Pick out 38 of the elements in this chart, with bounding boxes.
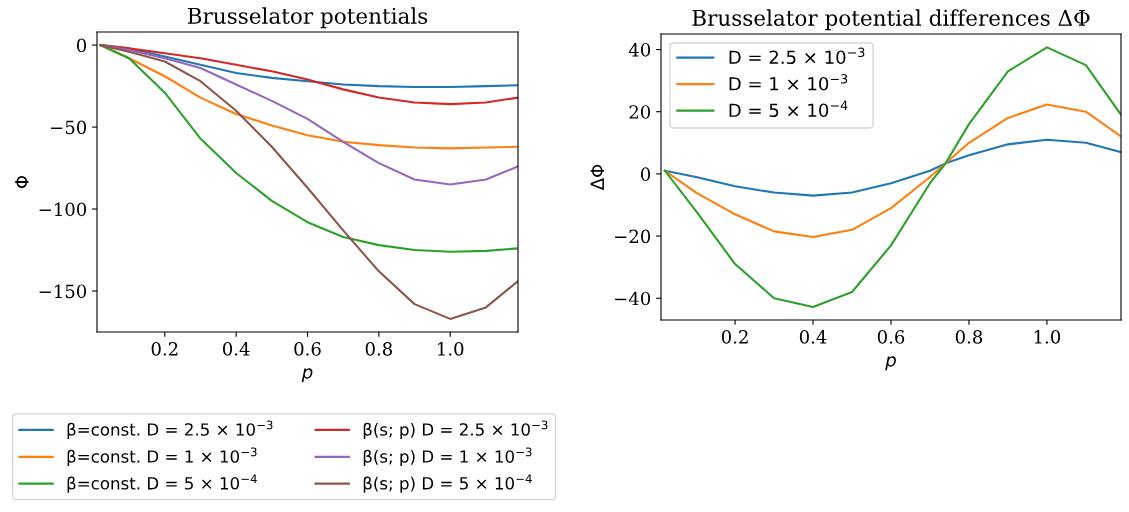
y-axis-title: Φ	[15, 175, 29, 189]
x-axis-title: p	[301, 368, 313, 383]
y-tick-label: −100	[39, 202, 87, 217]
x-tick-label: 0.4	[799, 330, 827, 344]
legend-label: β=const. D = 2.5 × 10$^{−3}$	[67, 420, 273, 440]
x-axis-title: p	[885, 356, 896, 371]
y-tick-label: −150	[39, 284, 87, 299]
line-series	[99, 44, 518, 253]
y-tick-label: −50	[51, 120, 87, 135]
legend-label: β=const. D = 1 × 10$^{−3}$	[67, 447, 257, 467]
y-tick-label: 0	[640, 167, 651, 182]
x-tick-label: 0.4	[222, 342, 250, 356]
line-series	[99, 44, 518, 320]
x-tick-label: 0.6	[877, 330, 905, 344]
legend-label: β(s; p) D = 5 × 10$^{−4}$	[363, 474, 532, 493]
x-tick-label: 0.2	[721, 330, 748, 344]
chart-title: Brusselator potentials	[187, 7, 428, 29]
x-tick-label: 0.6	[294, 342, 321, 356]
legend-label: D = 2.5 × 10$^{−3}$	[729, 47, 865, 65]
y-tick-label: 0	[76, 38, 87, 53]
y-axis-title: ΔΦ	[590, 164, 604, 191]
line-series	[663, 138, 1121, 197]
chart-title: Brusselator potential differences ΔΦ	[692, 9, 1090, 31]
y-tick-label: 20	[629, 105, 651, 119]
legend-label: D = 1 × 10$^{−3}$	[729, 74, 848, 91]
legend-label: β(s; p) D = 1 × 10$^{−3}$	[363, 447, 532, 467]
x-tick-label: 1.0	[438, 342, 464, 356]
x-tick-label: 0.8	[955, 330, 983, 344]
y-tick-label: 40	[628, 43, 651, 57]
x-tick-label: 1.0	[1034, 330, 1061, 344]
y-tick-label: −40	[615, 291, 651, 306]
x-tick-label: 0.8	[365, 342, 392, 356]
x-tick-label: 0.2	[151, 342, 178, 356]
legend-label: β=const. D = 5 × 10$^{−4}$	[67, 474, 257, 493]
line-series	[663, 46, 1121, 308]
legend-label: D = 5 × 10$^{−4}$	[729, 100, 848, 118]
legend-label: β(s; p) D = 2.5 × 10$^{−3}$	[363, 420, 548, 440]
y-tick-label: −20	[615, 229, 651, 244]
